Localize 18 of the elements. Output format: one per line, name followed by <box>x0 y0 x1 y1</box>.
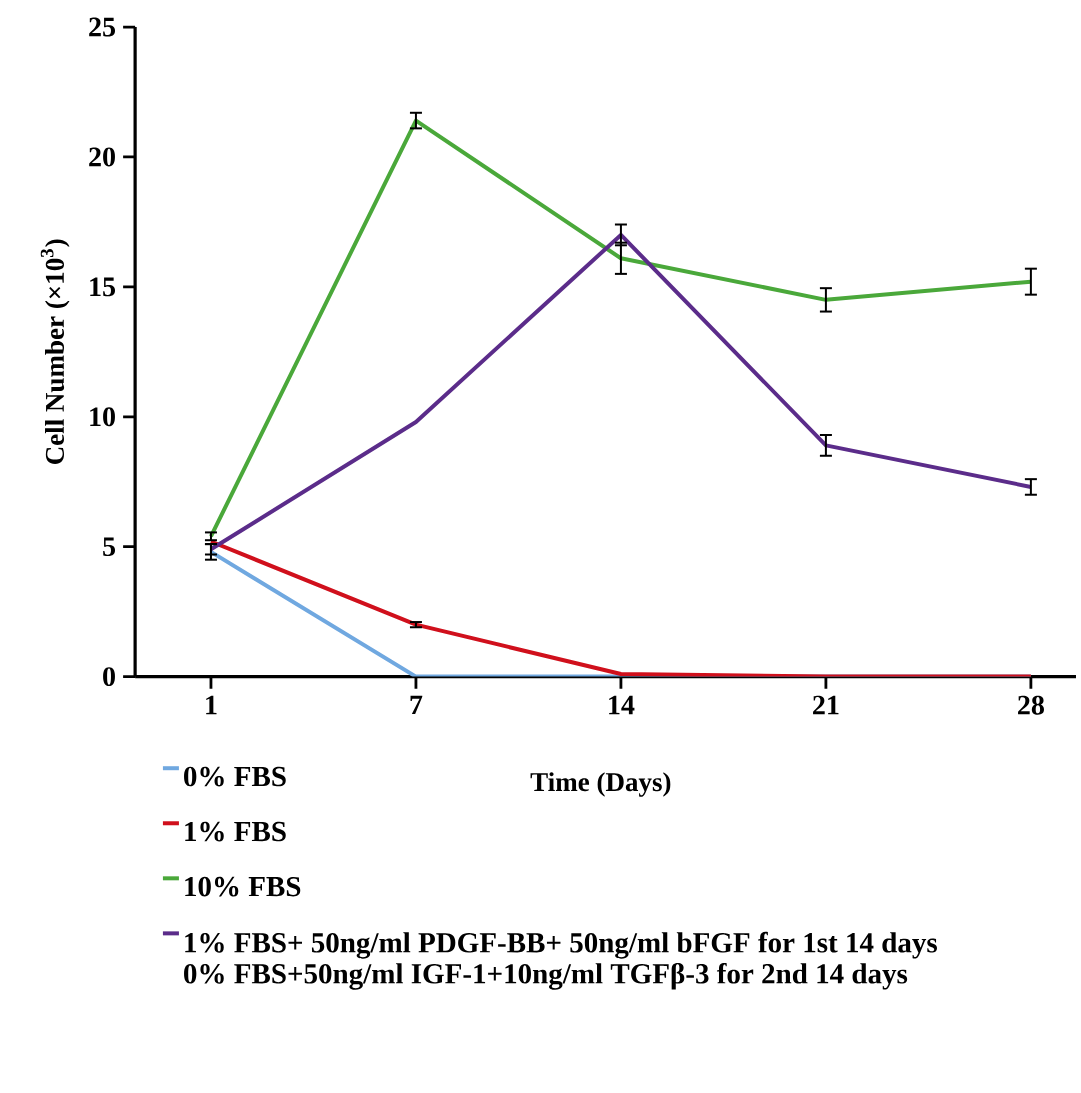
line-series <box>208 118 1033 539</box>
x-tick-label: 14 <box>609 695 635 715</box>
y-tick-label: 0 <box>103 667 115 687</box>
legend-label: 1% FBS+ 50ng/ml PDGF-BB+ 50ng/ml bFGF for 1st 14 days 0% FBS+50ng/ml IGF-1+10ng/ml TGFβ-3 for 2nd 14 days <box>184 931 938 990</box>
y-axis-title: Cell Number (×10$^{3}$) <box>40 239 70 465</box>
y-tick-label: 5 <box>103 537 116 557</box>
y-tick-label: 15 <box>90 277 116 297</box>
x-tick-label: 21 <box>813 695 839 715</box>
x-tick-label: 7 <box>410 695 423 715</box>
y-tick-label: 20 <box>89 147 115 167</box>
x-tick-label: 28 <box>1018 695 1044 715</box>
legend-label: 10% FBS <box>185 876 301 897</box>
y-tick-label: 25 <box>89 17 116 37</box>
x-tick-label: 1 <box>206 695 217 715</box>
y-tick-label: 10 <box>90 407 115 427</box>
legend-label: 1% FBS <box>185 821 286 842</box>
legend-label: 0% FBS <box>184 766 286 787</box>
x-axis-title: Time (Days) <box>530 772 671 797</box>
